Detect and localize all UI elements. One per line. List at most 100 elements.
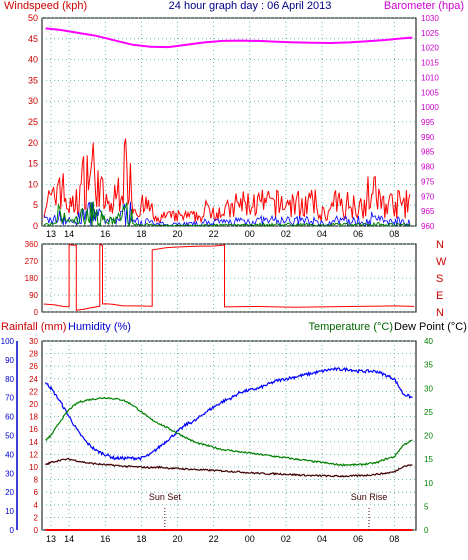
chart2-compass-label: E — [436, 290, 443, 302]
chart1-ytick-left: 10 — [28, 179, 38, 189]
chart2-ytick: 270 — [25, 257, 39, 266]
chart3-ytick-rain: 18 — [29, 413, 38, 422]
chart2-ytick: 0 — [34, 308, 39, 317]
chart2-ytick: 180 — [25, 274, 39, 283]
chart3-xtick: 20 — [172, 534, 182, 544]
chart1-ytick-right: 1025 — [421, 29, 439, 38]
chart3-ytick-temp: 5 — [424, 502, 429, 511]
chart1-xtick: 16 — [100, 229, 110, 239]
chart3-ytick-humidity: 70 — [5, 394, 14, 403]
chart1-ytick-right: 980 — [421, 163, 435, 172]
chart2-plot-area — [41, 243, 417, 313]
chart3-xtick: 22 — [209, 534, 219, 544]
chart1-ytick-left: 0 — [33, 221, 38, 231]
chart1-xtick: 14 — [64, 229, 74, 239]
chart1-ytick-left: 30 — [28, 96, 38, 106]
chart3-ytick-rain: 16 — [29, 425, 38, 434]
chart1-xtick: 18 — [136, 229, 146, 239]
chart3-ytick-humidity: 0 — [10, 526, 15, 535]
chart3-ytick-humidity: 50 — [5, 432, 14, 441]
chart1-barometer-line — [45, 27, 413, 49]
chart1-xtick: 02 — [281, 229, 291, 239]
chart3-ytick-temp: 30 — [424, 384, 433, 393]
chart1-ytick-right: 995 — [421, 118, 435, 127]
chart3-ytick-rain: 30 — [29, 337, 38, 346]
chart1-plot-area — [41, 17, 417, 227]
chart3-ytick-temp: 15 — [424, 455, 433, 464]
chart1-ytick-right: 1010 — [421, 73, 439, 82]
chart3-ytick-rain: 0 — [34, 526, 39, 535]
chart3-ytick-rain: 10 — [29, 463, 38, 472]
chart1-ylabel-left: Windspeed (kph) — [4, 0, 87, 12]
chart3-ytick-temp: 35 — [424, 361, 433, 370]
chart3-xtick: 08 — [389, 534, 399, 544]
chart1-ytick-right: 965 — [421, 207, 435, 216]
chart3-ytick-temp: 20 — [424, 432, 433, 441]
chart3-ytick-humidity: 10 — [5, 507, 14, 516]
chart3-ytick-rain: 20 — [29, 400, 38, 409]
sunrise-label: Sun Rise — [351, 492, 388, 502]
chart1-xtick: 04 — [317, 229, 327, 239]
chart3-temperature-line — [45, 396, 413, 467]
chart1-xtick: 20 — [172, 229, 182, 239]
chart3-xtick: 04 — [317, 534, 327, 544]
chart3-ytick-humidity: 80 — [5, 375, 14, 384]
chart3-ytick-humidity: 60 — [5, 413, 14, 422]
chart1-ytick-left: 5 — [33, 200, 38, 210]
chart1-ytick-right: 1000 — [421, 103, 439, 112]
chart1-avg-trace — [43, 201, 411, 228]
chart3-ytick-rain: 8 — [34, 476, 39, 485]
chart2-ytick: 90 — [29, 291, 38, 300]
chart1-xtick: 00 — [245, 229, 255, 239]
chart3-ytick-humidity: 90 — [5, 356, 14, 365]
chart2-compass-label: W — [436, 256, 447, 268]
chart3-ytick-rain: 12 — [29, 450, 38, 459]
chart3-dewpoint-line — [45, 457, 413, 478]
chart2-compass-label: N — [436, 239, 444, 251]
chart3-ytick-rain: 28 — [29, 350, 38, 359]
chart1-ytick-left: 40 — [28, 55, 38, 65]
chart3-ylabel-temp: Temperature (°C) — [309, 321, 393, 333]
chart3-ytick-humidity: 20 — [5, 488, 14, 497]
chart2-compass-label: S — [436, 273, 443, 285]
chart3-plot-area — [41, 340, 417, 531]
chart3-ytick-temp: 0 — [424, 526, 429, 535]
chart2-compass-label: N — [436, 307, 444, 319]
chart1-ytick-right: 1005 — [421, 88, 439, 97]
chart3-humidity-line — [45, 367, 413, 462]
chart1-ytick-left: 20 — [28, 138, 38, 148]
chart3-ylabel-dew: Dew Point (°C) — [394, 321, 467, 333]
chart3-xtick: 02 — [281, 534, 291, 544]
chart3-ytick-temp: 25 — [424, 408, 433, 417]
chart3-ytick-rain: 22 — [29, 387, 38, 396]
chart3-xtick: 06 — [353, 534, 363, 544]
chart1-title: 24 hour graph day : 06 April 2013 — [169, 0, 332, 12]
chart3-xtick: 16 — [100, 534, 110, 544]
chart1-ytick-left: 50 — [28, 13, 38, 23]
chart1-ytick-right: 1015 — [421, 59, 439, 68]
chart1-xtick: 22 — [209, 229, 219, 239]
chart1-ytick-right: 975 — [421, 177, 435, 186]
chart1-ytick-right: 1020 — [421, 44, 439, 53]
chart1-ytick-left: 35 — [28, 75, 38, 85]
chart3-ytick-rain: 6 — [34, 488, 39, 497]
chart3-xtick: 00 — [245, 534, 255, 544]
chart3-ylabel-rain: Rainfall (mm) — [1, 321, 66, 333]
chart1-ytick-right: 985 — [421, 148, 435, 157]
chart1-ytick-right: 960 — [421, 222, 435, 231]
chart3-ytick-humidity: 100 — [1, 337, 15, 346]
chart3-ytick-rain: 4 — [34, 501, 39, 510]
chart3-ytick-temp: 40 — [424, 337, 433, 346]
chart1-ytick-right: 970 — [421, 192, 435, 201]
chart1-ytick-left: 25 — [28, 117, 38, 127]
chart3-xtick: 14 — [64, 534, 74, 544]
chart2-direction-trace — [43, 243, 415, 311]
chart3-ytick-humidity: 40 — [5, 450, 14, 459]
chart3-ytick-rain: 24 — [29, 375, 38, 384]
chart1-gust-trace — [43, 138, 411, 223]
chart1-xtick: 06 — [353, 229, 363, 239]
chart3-ytick-rain: 26 — [29, 362, 38, 371]
chart3-ylabel-humidity: Humidity (%) — [68, 321, 131, 333]
chart1-ytick-right: 990 — [421, 133, 435, 142]
